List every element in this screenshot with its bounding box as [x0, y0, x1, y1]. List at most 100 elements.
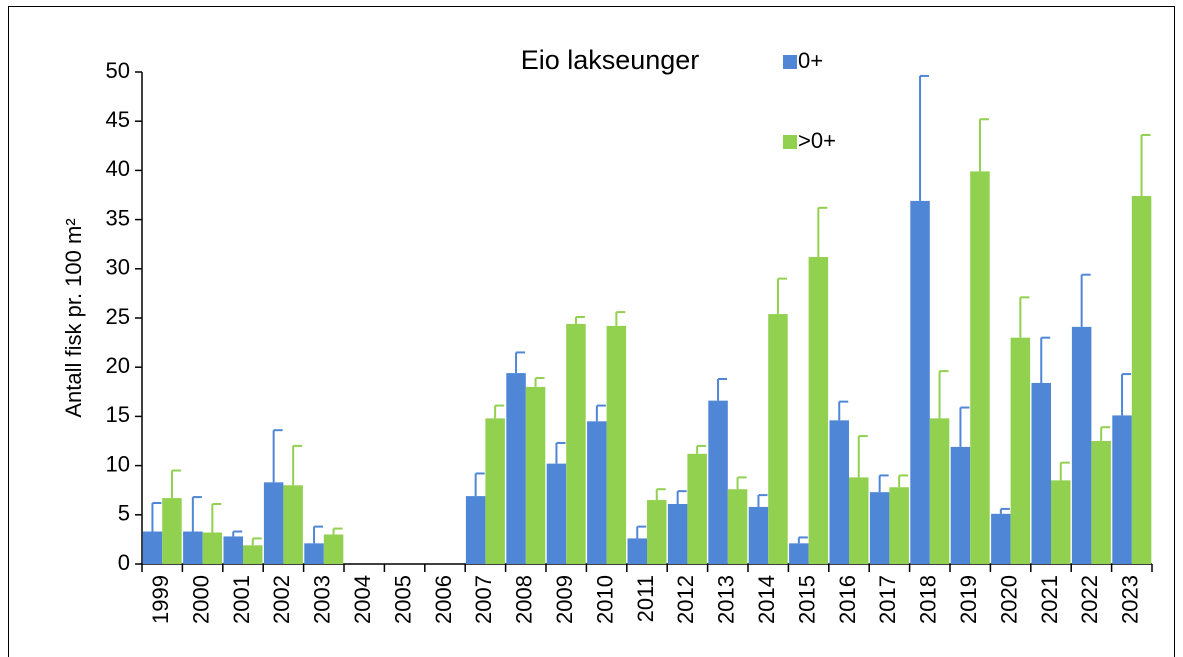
x-tick-label: 2011 — [633, 575, 658, 622]
error-bar — [1019, 296, 1030, 338]
error-bar — [776, 277, 787, 315]
x-tick-label: 2010 — [592, 575, 617, 624]
y-tick-label: 40 — [106, 156, 130, 181]
x-tick-label: 2018 — [916, 575, 941, 624]
bar — [283, 485, 303, 564]
error-bar — [817, 206, 828, 257]
bar — [647, 500, 667, 564]
error-bar — [655, 488, 666, 501]
x-tick-label: 2022 — [1077, 575, 1102, 624]
error-bar — [170, 469, 181, 499]
bar — [566, 323, 586, 564]
bar — [869, 492, 890, 564]
bar — [202, 532, 223, 564]
legend-swatch — [783, 55, 797, 69]
bar — [1010, 337, 1031, 564]
error-bar — [757, 494, 768, 507]
chart-title: Eio lakseunger — [521, 45, 700, 75]
x-tick-label: 2006 — [431, 575, 456, 624]
bar — [243, 545, 263, 564]
bar — [748, 506, 769, 564]
bar — [1131, 195, 1152, 564]
x-tick-label: 2013 — [714, 575, 739, 624]
bar — [849, 477, 869, 564]
bar — [183, 531, 203, 564]
error-bar — [797, 536, 808, 544]
error-bar — [857, 435, 868, 478]
x-tick-label: 2012 — [673, 575, 698, 624]
bar — [1112, 415, 1132, 564]
y-tick-label: 0 — [118, 550, 130, 575]
error-bar — [676, 490, 687, 504]
bar — [304, 543, 324, 564]
x-tick-label: 2004 — [350, 575, 375, 624]
error-bar — [574, 316, 585, 324]
x-tick-label: 2005 — [390, 575, 415, 624]
error-bar — [1100, 426, 1111, 441]
x-tick-label: 2016 — [835, 575, 860, 624]
error-bar — [272, 429, 283, 483]
error-bar — [898, 474, 909, 488]
x-tick-label: 2017 — [875, 575, 900, 624]
bar — [485, 418, 505, 564]
error-bar — [313, 525, 324, 544]
bar — [506, 373, 526, 564]
error-bar — [978, 118, 989, 172]
bar — [546, 463, 567, 564]
bar — [223, 536, 243, 564]
bar — [1091, 441, 1111, 564]
x-tick-label: 2008 — [512, 575, 537, 624]
bar — [627, 538, 647, 564]
bar — [587, 421, 607, 564]
bar — [525, 386, 546, 564]
x-tick-label: 2007 — [471, 575, 496, 624]
x-tick-label: 1999 — [148, 575, 173, 624]
bar — [263, 482, 284, 564]
error-bar — [1080, 273, 1091, 327]
error-bar — [534, 377, 545, 387]
y-axis-label: Antall fisk pr. 100 m² — [61, 218, 86, 417]
error-bar — [696, 444, 707, 454]
bar — [465, 496, 486, 564]
bar — [808, 256, 829, 564]
x-tick-label: 2003 — [310, 575, 335, 624]
bar — [162, 498, 182, 564]
error-bar — [636, 525, 647, 539]
error-bar — [878, 474, 889, 493]
bar — [991, 513, 1011, 564]
chart-border — [8, 6, 1175, 657]
legend-label: >0+ — [798, 128, 836, 153]
error-bar — [292, 444, 303, 486]
y-tick-label: 30 — [106, 255, 130, 280]
error-bar — [191, 496, 202, 532]
error-bar — [838, 400, 849, 421]
error-bar — [251, 537, 262, 546]
y-tick-label: 35 — [106, 205, 130, 230]
error-bar — [151, 501, 162, 532]
error-bar — [332, 527, 343, 535]
error-bar — [717, 378, 728, 401]
legend-swatch — [783, 135, 797, 149]
bar — [889, 487, 909, 564]
bar — [1071, 326, 1092, 564]
bar — [789, 543, 809, 564]
error-bar — [1140, 133, 1151, 196]
error-bar — [494, 404, 505, 419]
bar — [606, 325, 627, 564]
x-tick-label: 2023 — [1118, 575, 1143, 624]
y-tick-label: 25 — [106, 304, 130, 329]
legend-label: 0+ — [798, 48, 823, 73]
y-tick-label: 50 — [106, 58, 130, 83]
error-bar — [938, 370, 949, 419]
bar — [142, 531, 163, 564]
x-tick-label: 2021 — [1037, 575, 1062, 624]
error-bar — [736, 476, 747, 490]
bar — [970, 171, 990, 564]
y-tick-label: 20 — [106, 353, 130, 378]
bar — [768, 314, 788, 564]
error-bar — [1059, 461, 1070, 481]
bar — [950, 446, 971, 564]
error-bar — [555, 441, 566, 464]
bar — [667, 503, 688, 564]
